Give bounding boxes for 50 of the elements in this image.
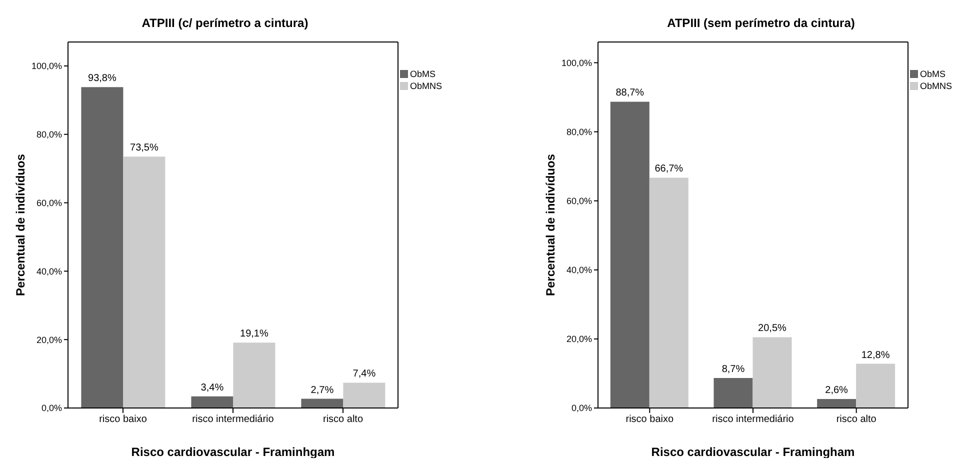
y-axis-title: Percentual de indivíduos bbox=[13, 154, 28, 296]
data-label: 3,4% bbox=[200, 382, 224, 394]
data-label: 8,7% bbox=[722, 364, 745, 375]
chart-title: ATPIII (sem perímetro da cintura) bbox=[666, 16, 856, 30]
bar bbox=[856, 364, 896, 408]
y-tick-label: 60,0% bbox=[36, 198, 62, 208]
bar bbox=[301, 398, 344, 408]
y-tick-label: 40,0% bbox=[566, 265, 592, 276]
bar bbox=[191, 396, 234, 408]
y-tick-label: 80,0% bbox=[36, 130, 62, 140]
data-label: 93,8% bbox=[88, 73, 116, 84]
y-tick-label: 40,0% bbox=[36, 266, 62, 276]
data-label: 2,6% bbox=[825, 385, 848, 396]
bar bbox=[343, 382, 386, 408]
x-tick-label: risco alto bbox=[836, 414, 877, 426]
legend-label: ObMNS bbox=[920, 81, 952, 91]
bar bbox=[610, 102, 650, 408]
bar bbox=[714, 378, 753, 408]
bar bbox=[123, 156, 166, 408]
y-tick-label: 60,0% bbox=[566, 196, 592, 206]
legend-label: ObMNS bbox=[410, 81, 442, 91]
y-tick-label: 100,0% bbox=[561, 58, 592, 68]
bar bbox=[752, 337, 792, 408]
legend-label: ObMS bbox=[920, 69, 946, 79]
bar bbox=[233, 342, 276, 408]
data-label: 2,7% bbox=[310, 384, 334, 396]
y-tick-label: 20,0% bbox=[36, 334, 62, 345]
y-axis-title: Percentual de indivíduos bbox=[543, 154, 558, 296]
data-label: 7,4% bbox=[352, 368, 376, 380]
data-label: 88,7% bbox=[616, 88, 644, 99]
x-tick-label: risco baixo bbox=[99, 414, 148, 426]
chart-title: ATPIII (c/ perímetro a cintura) bbox=[140, 16, 310, 30]
data-label: 73,5% bbox=[130, 142, 158, 154]
y-tick-label: 100,0% bbox=[31, 61, 62, 72]
data-label: 66,7% bbox=[654, 164, 684, 175]
bar bbox=[817, 399, 856, 408]
legend-label: ObMS bbox=[410, 69, 436, 79]
x-tick-label: risco baixo bbox=[626, 414, 674, 426]
bar bbox=[81, 87, 124, 408]
x-tick-label: risco intermediário bbox=[712, 414, 794, 426]
y-tick-label: 80,0% bbox=[566, 126, 592, 137]
y-tick-label: 20,0% bbox=[566, 334, 592, 344]
data-label: 20,5% bbox=[758, 323, 787, 334]
x-tick-label: risco alto bbox=[322, 414, 364, 426]
x-tick-label: risco intermediário bbox=[192, 414, 274, 426]
y-tick-label: 0,0% bbox=[41, 403, 62, 414]
data-label: 12,8% bbox=[861, 350, 890, 361]
y-tick-label: 0,0% bbox=[571, 403, 592, 414]
data-label: 19,1% bbox=[240, 328, 268, 340]
bar bbox=[649, 178, 688, 408]
